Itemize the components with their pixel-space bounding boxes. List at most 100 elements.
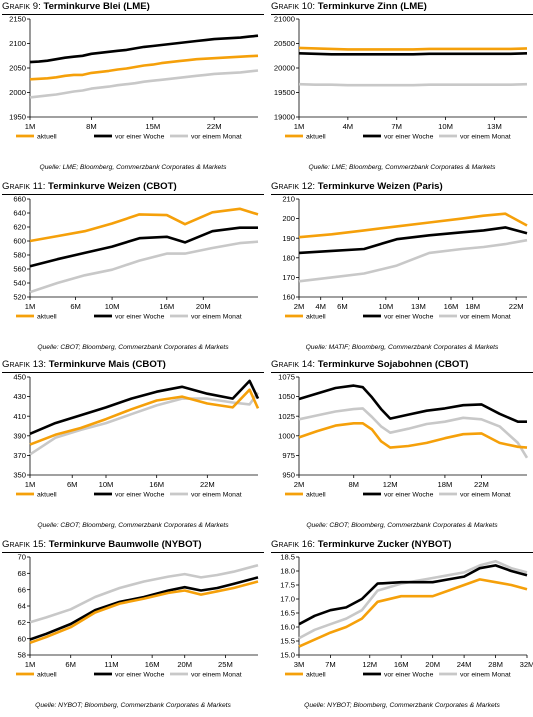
y-tick-label: 660	[13, 195, 26, 204]
chart-title-prefix: Grafik	[2, 181, 31, 192]
legend-label: vor einem Monat	[460, 491, 511, 498]
chart-title: Grafik 15: Terminkurve Baumwolle (NYBOT)	[2, 539, 202, 550]
chart-source: Quelle: CBOT; Bloomberg, Commerzbank Cor…	[37, 522, 229, 529]
chart-source: Quelle: CBOT; Bloomberg, Commerzbank Cor…	[37, 344, 229, 351]
y-tick-label: 15.0	[280, 651, 295, 660]
series-line-vor-einer-woche	[298, 226, 528, 255]
y-tick-label: 16.0	[280, 623, 295, 632]
y-tick-label: 430	[13, 392, 26, 401]
y-tick-label: 15.5	[280, 637, 295, 646]
chart-plot-baumwolle: 58 60 62 64 66 68 70 1M 6M 11M 16M 20M 25M aktuell vor…	[16, 553, 259, 678]
y-tick-label: 18.0	[280, 567, 295, 576]
chart-title-name: Terminkurve Mais (CBOT)	[48, 359, 166, 370]
chart-panel-weizen-paris: Grafik 12: Terminkurve Weizen (Paris) 16…	[271, 181, 533, 356]
y-tick-label: 62	[18, 618, 26, 627]
series-line-vor-einer-woche	[29, 379, 260, 435]
x-tick-label: 15M	[145, 122, 160, 131]
x-tick-label: 7M	[325, 660, 336, 669]
chart-title-name: Terminkurve Blei (LME)	[43, 1, 150, 12]
x-tick-label: 16M	[159, 302, 174, 311]
legend-label: vor einem Monat	[460, 133, 511, 140]
series-line-vor-einem-monat	[29, 563, 259, 624]
chart-source: Quelle: NYBOT; Bloomberg, Commerzbank Co…	[304, 702, 500, 709]
y-tick-label: 580	[13, 251, 26, 260]
x-tick-label: 20M	[196, 302, 211, 311]
y-tick-label: 620	[13, 223, 26, 232]
x-tick-label: 11M	[104, 660, 118, 669]
y-tick-label: 350	[13, 471, 26, 480]
x-tick-label: 12M	[383, 480, 398, 489]
legend-label: aktuell	[37, 313, 57, 320]
series-line-aktuell	[29, 388, 260, 446]
chart-plot-zucker: 15.0 15.5 16.0 16.5 17.0 17.5 18.0 18.5 3M 7M 12M 1…	[280, 553, 533, 679]
series-line-aktuell	[298, 421, 528, 449]
legend-label: vor einem Monat	[191, 133, 242, 140]
y-tick-label: 1050	[278, 392, 295, 401]
x-tick-label: 25M	[218, 660, 233, 669]
series-line-vor-einem-monat	[29, 391, 260, 456]
title-rule	[2, 14, 264, 15]
y-tick-label: 160	[282, 293, 295, 302]
y-tick-label: 19500	[274, 88, 295, 97]
x-tick-label: 12M	[362, 660, 377, 669]
x-tick-label: 6M	[337, 302, 348, 311]
legend-label: aktuell	[37, 491, 57, 498]
chart-title-prefix: Grafik	[271, 181, 300, 192]
y-tick-label: 190	[282, 234, 295, 243]
legend-label: vor einem Monat	[460, 671, 511, 678]
y-tick-label: 18.5	[280, 553, 295, 562]
series-line-aktuell	[298, 212, 528, 239]
x-tick-label: 22M	[474, 480, 489, 489]
y-tick-label: 17.0	[280, 595, 295, 604]
y-tick-label: 950	[282, 471, 295, 480]
chart-title-number: 15:	[32, 539, 47, 550]
series-line-aktuell	[298, 46, 528, 51]
chart-title-name: Terminkurve Zucker (NYBOT)	[317, 539, 452, 550]
chart-plot-sojabohnen: 950 975 1000 1025 1050 1075 2M 8M 12M 18M 22M aktue…	[278, 373, 529, 498]
chart-plot-zinn: 19000 19500 20000 20500 21000 1M 4M 7M 10M 13M akt…	[274, 15, 528, 140]
x-tick-label: 6M	[65, 660, 76, 669]
legend-label: aktuell	[306, 313, 326, 320]
legend-label: vor einem Monat	[191, 313, 242, 320]
y-tick-label: 390	[13, 431, 26, 440]
chart-source: Quelle: MATIF; Bloomberg, Commerzbank Co…	[305, 344, 499, 351]
chart-title-prefix: Grafik	[2, 1, 31, 12]
x-tick-label: 13M	[411, 302, 426, 311]
x-tick-label: 22M	[207, 122, 222, 131]
chart-title-name: Terminkurve Weizen (CBOT)	[48, 181, 177, 192]
chart-title: Grafik 16: Terminkurve Zucker (NYBOT)	[271, 539, 451, 550]
chart-title-prefix: Grafik	[271, 1, 300, 12]
chart-source: Quelle: LME; Bloomberg, Commerzbank Corp…	[308, 164, 496, 171]
y-tick-label: 1000	[278, 431, 295, 440]
x-tick-label: 18M	[438, 480, 453, 489]
x-tick-label: 8M	[86, 122, 97, 131]
chart-title: Grafik 13: Terminkurve Mais (CBOT)	[2, 359, 166, 370]
x-tick-label: 1M	[25, 302, 36, 311]
chart-plot-weizen-cbot: 520 540 560 580 600 620 640 660 1M 6M 10M 16M 20M akt…	[13, 195, 259, 320]
series-line-vor-einem-monat	[29, 240, 259, 294]
chart-title-prefix: Grafik	[2, 539, 31, 550]
series-line-vor-einer-woche	[298, 52, 528, 56]
series-line-aktuell	[29, 207, 259, 243]
chart-title-name: Terminkurve Baumwolle (NYBOT)	[48, 539, 202, 550]
chart-source: Quelle: LME; Bloomberg, Commerzbank Corp…	[39, 164, 227, 171]
y-tick-label: 975	[282, 451, 295, 460]
chart-title-number: 14:	[301, 359, 316, 370]
legend-label: vor einer Woche	[115, 671, 165, 678]
legend-label: aktuell	[37, 133, 57, 140]
y-tick-label: 16.5	[280, 609, 295, 618]
x-tick-label: 22M	[509, 302, 524, 311]
y-tick-label: 2050	[9, 64, 26, 73]
x-tick-label: 16M	[394, 660, 409, 669]
y-tick-label: 60	[18, 634, 26, 643]
chart-title-number: 13:	[32, 359, 47, 370]
chart-title-number: 9:	[32, 1, 41, 12]
y-tick-label: 20500	[274, 39, 295, 48]
series-line-vor-einem-monat	[298, 407, 529, 459]
chart-plot-mais: 350 370 390 410 430 450 1M 6M 10M 16M 22M aktuell vo…	[13, 373, 260, 498]
chart-title: Grafik 11: Terminkurve Weizen (CBOT)	[2, 181, 177, 192]
chart-title-number: 16:	[301, 539, 316, 550]
y-tick-label: 64	[18, 602, 26, 611]
series-line-vor-einer-woche	[29, 226, 258, 268]
series-line-vor-einem-monat	[298, 559, 528, 640]
